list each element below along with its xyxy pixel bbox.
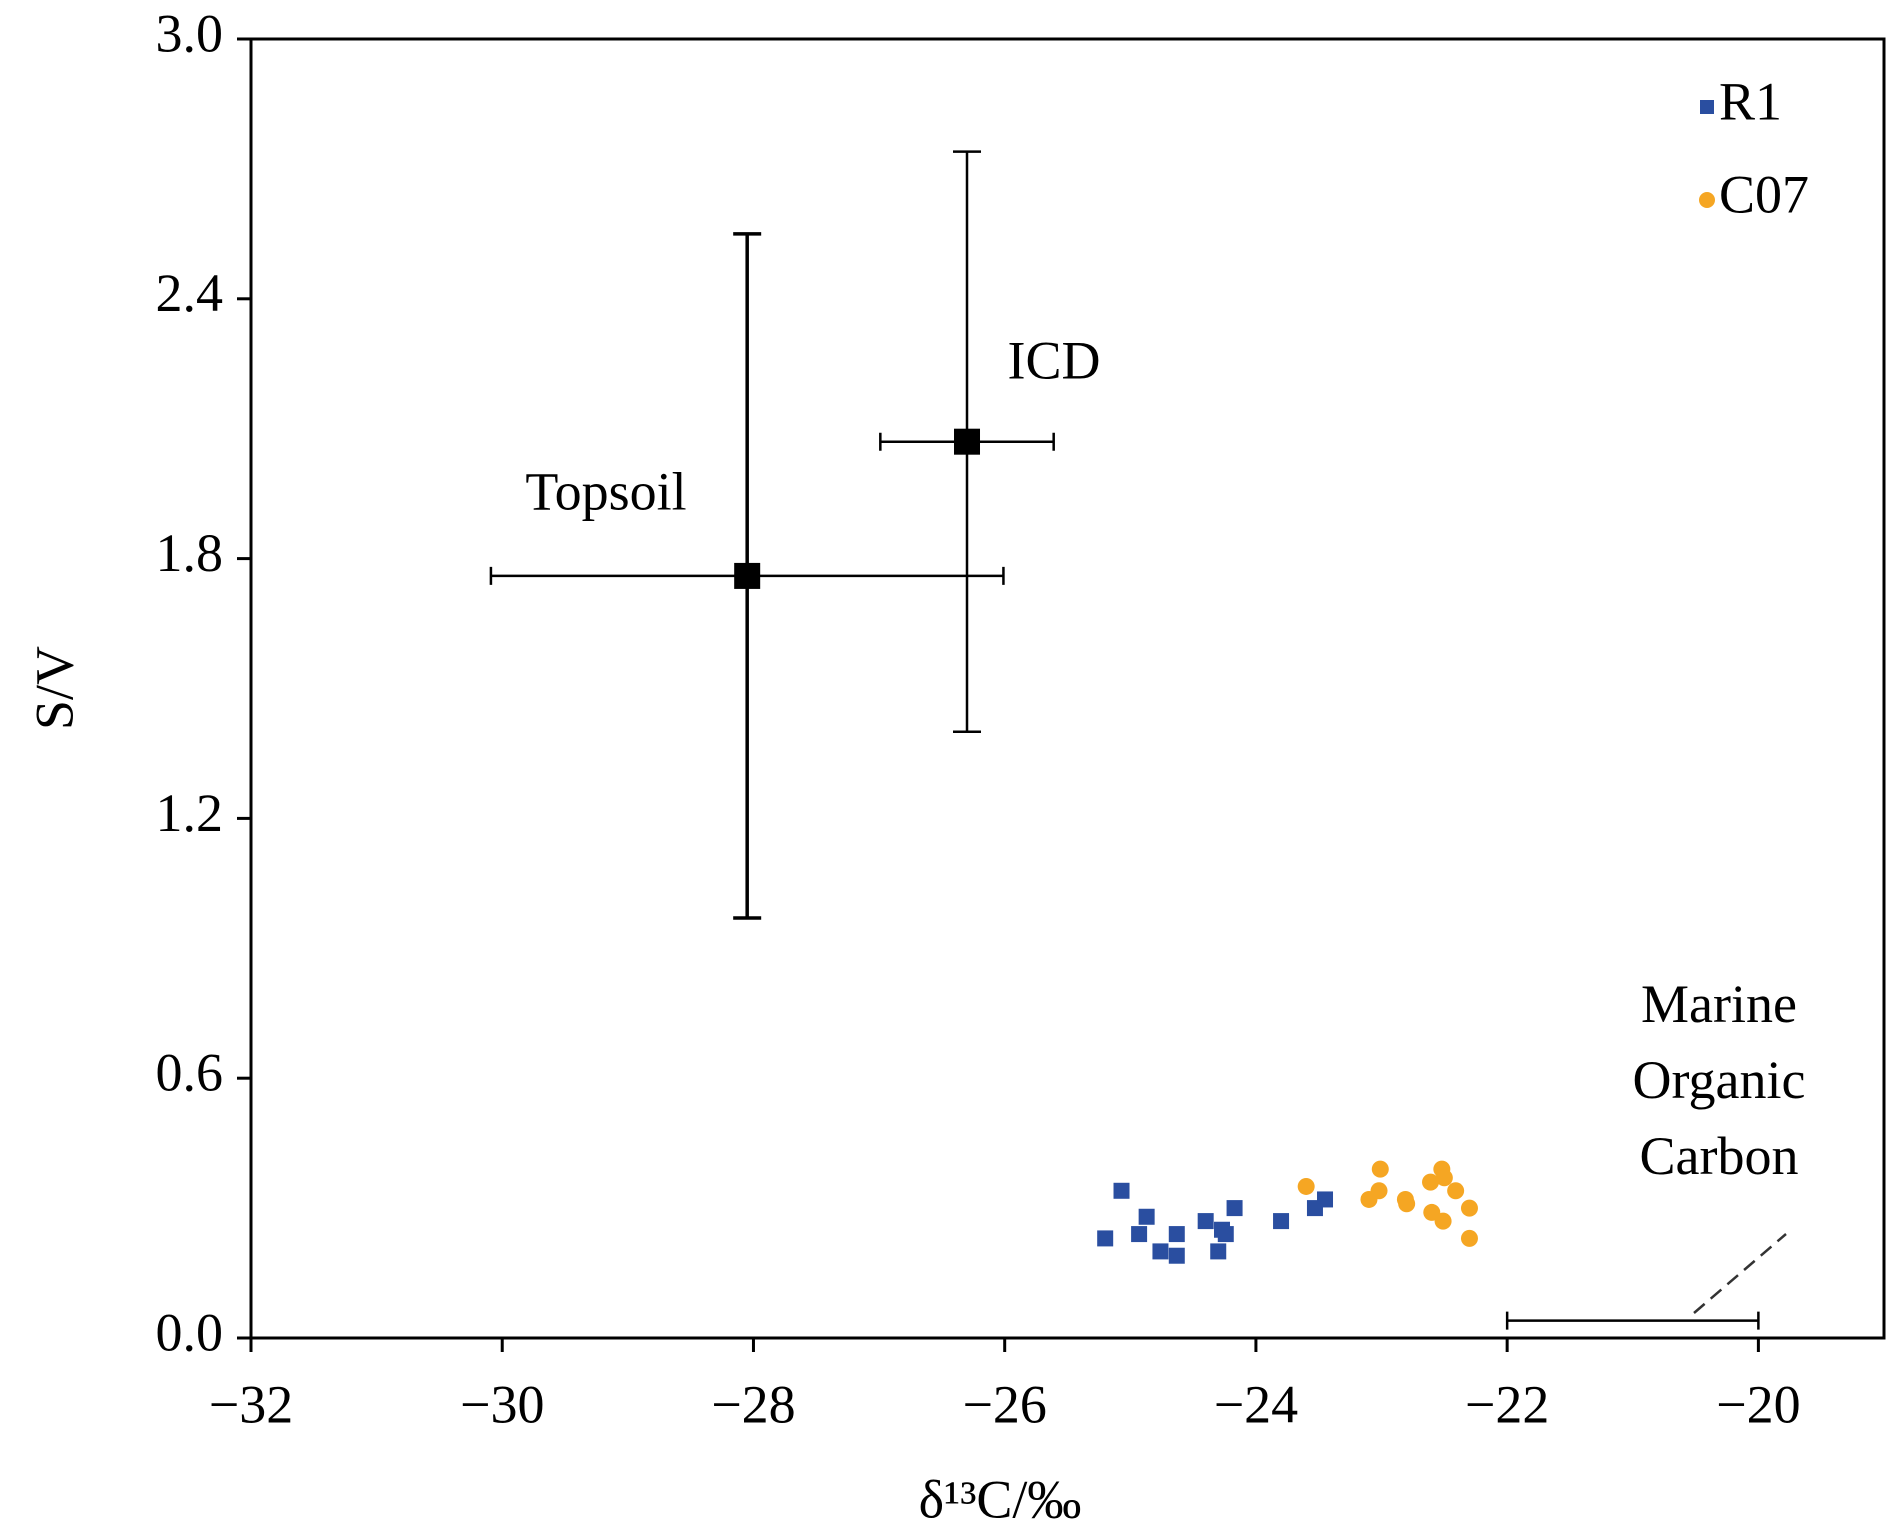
y-axis-label: S/V xyxy=(24,646,84,730)
point xyxy=(1370,1182,1388,1200)
point xyxy=(1371,1160,1389,1178)
y-tick-label: 0.0 xyxy=(156,1302,224,1362)
point xyxy=(1097,1230,1114,1247)
plot-frame xyxy=(249,37,1886,1340)
x-tick-label: −20 xyxy=(1716,1374,1800,1434)
point xyxy=(1447,1182,1465,1200)
point xyxy=(1168,1247,1185,1264)
point xyxy=(1460,1199,1478,1217)
annotation: Topsoil xyxy=(525,461,686,521)
legend-label: C07 xyxy=(1719,164,1809,224)
point xyxy=(1460,1229,1478,1247)
point xyxy=(1273,1213,1290,1230)
x-tick-label: −28 xyxy=(711,1374,795,1434)
point xyxy=(1398,1195,1416,1213)
mean-marker xyxy=(954,428,981,455)
y-tick-label: 1.2 xyxy=(156,783,224,843)
legend-marker xyxy=(1700,100,1714,114)
point xyxy=(1435,1169,1453,1187)
point xyxy=(1226,1200,1243,1217)
x-tick-label: −24 xyxy=(1214,1374,1298,1434)
point xyxy=(1138,1208,1155,1225)
legend-label: R1 xyxy=(1719,71,1782,131)
point xyxy=(1113,1182,1130,1199)
x-tick-label: −32 xyxy=(209,1374,293,1434)
x-error-bar xyxy=(1505,1311,1760,1330)
annotation: ICD xyxy=(1008,330,1101,390)
annotation-arrow xyxy=(1693,1233,1787,1314)
x-tick-label: −22 xyxy=(1465,1374,1549,1434)
point xyxy=(1168,1226,1185,1243)
point xyxy=(1152,1243,1169,1260)
y-tick-label: 2.4 xyxy=(156,263,224,323)
point xyxy=(1197,1213,1214,1230)
x-axis-label: δ¹³C/‰ xyxy=(919,1469,1082,1529)
point xyxy=(1422,1173,1440,1191)
y-tick-label: 0.6 xyxy=(156,1043,224,1103)
point xyxy=(1297,1177,1315,1195)
legend-marker xyxy=(1699,192,1715,208)
mean-marker xyxy=(734,562,761,589)
annotation: Marine Organic Carbon xyxy=(1633,974,1806,1186)
point xyxy=(1131,1226,1148,1243)
y-tick-label: 1.8 xyxy=(156,523,224,583)
point xyxy=(1317,1191,1334,1208)
point xyxy=(1434,1212,1452,1230)
point xyxy=(1217,1226,1234,1243)
y-tick-label: 3.0 xyxy=(156,3,224,63)
x-tick-label: −30 xyxy=(460,1374,544,1434)
x-tick-label: −26 xyxy=(962,1374,1046,1434)
point xyxy=(1210,1243,1227,1260)
